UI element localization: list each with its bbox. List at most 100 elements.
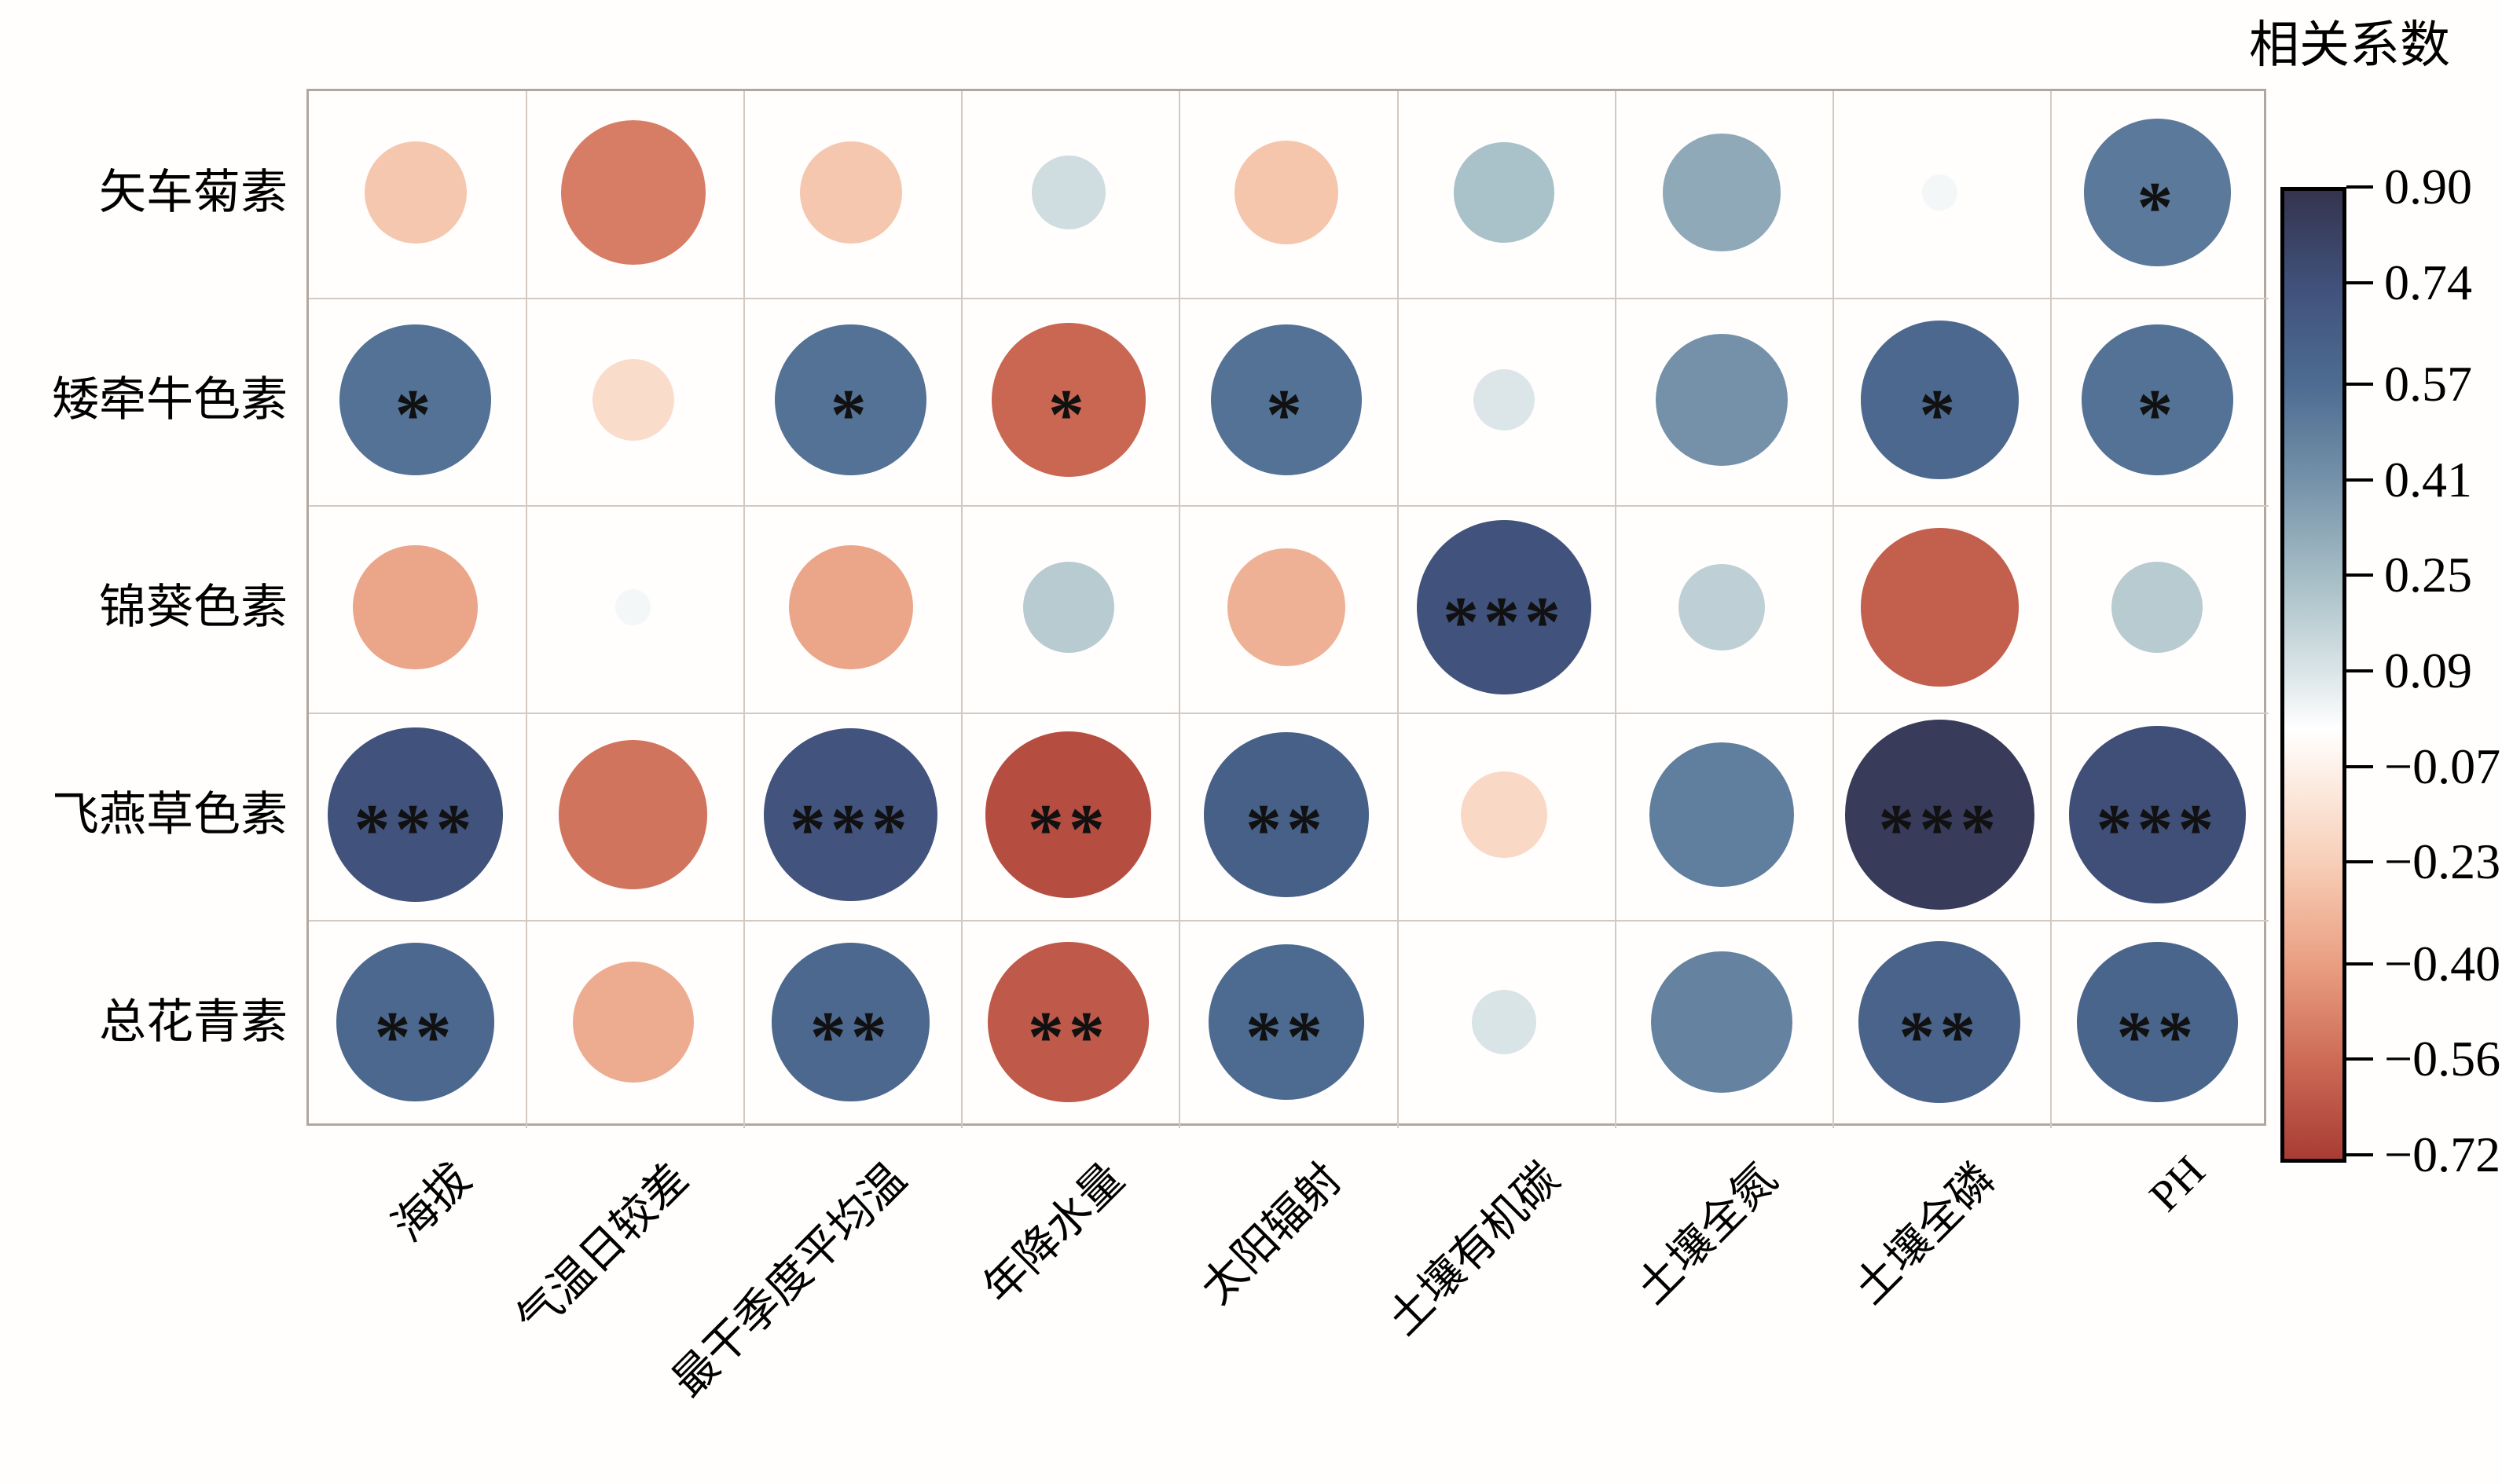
colorbar-tick bbox=[2346, 962, 2373, 966]
correlation-circle bbox=[1454, 142, 1554, 243]
colorbar-tick-label: −0.23 bbox=[2384, 834, 2501, 890]
row-label: 总花青素 bbox=[99, 996, 288, 1048]
grid-vline bbox=[1396, 91, 1399, 1128]
colorbar-tick bbox=[2346, 382, 2373, 386]
correlation-circle bbox=[2081, 324, 2233, 476]
correlation-circle bbox=[353, 544, 478, 670]
correlation-circle bbox=[1663, 134, 1781, 251]
correlation-circle bbox=[558, 740, 708, 889]
correlation-circle bbox=[1022, 561, 1114, 654]
significance-stars: * bbox=[394, 374, 436, 455]
correlation-circle bbox=[775, 324, 927, 476]
significance-stars: *** bbox=[789, 789, 912, 870]
correlation-circle bbox=[1227, 548, 1345, 666]
significance-stars: * bbox=[830, 374, 871, 455]
significance-stars: ** bbox=[2116, 996, 2199, 1077]
correlation-circle bbox=[991, 322, 1146, 478]
correlation-circle bbox=[328, 727, 503, 903]
grid-vline bbox=[2049, 91, 2052, 1128]
colorbar-tick-label: 0.25 bbox=[2384, 547, 2472, 603]
grid-hline bbox=[309, 298, 2269, 299]
correlation-circle bbox=[1204, 732, 1369, 897]
correlation-circle bbox=[592, 358, 674, 441]
colorbar-tick-label: 0.57 bbox=[2384, 355, 2472, 412]
significance-stars: ** bbox=[1245, 789, 1327, 870]
grid-hline bbox=[309, 713, 2269, 714]
correlation-circle bbox=[2068, 726, 2246, 903]
row-label: 矮牵牛色素 bbox=[52, 374, 288, 426]
significance-stars: ** bbox=[1899, 996, 1981, 1077]
colorbar-tick-label: 0.41 bbox=[2384, 451, 2472, 507]
colorbar-tick-label: −0.07 bbox=[2384, 738, 2501, 794]
correlation-circle bbox=[1208, 944, 1364, 1100]
colorbar-tick-label: −0.40 bbox=[2384, 935, 2501, 991]
correlation-circle bbox=[572, 962, 694, 1083]
significance-stars: *** bbox=[354, 789, 477, 870]
grid-vline bbox=[961, 91, 963, 1128]
colorbar-tick bbox=[2346, 280, 2373, 284]
colorbar-title: 相关系数 bbox=[2249, 17, 2450, 73]
grid-hline bbox=[309, 505, 2269, 507]
correlation-circle bbox=[1860, 528, 2019, 687]
significance-stars: * bbox=[1265, 374, 1307, 455]
colorbar-tick-label: 0.74 bbox=[2384, 254, 2472, 310]
correlation-circle bbox=[364, 141, 467, 244]
correlation-circle bbox=[1921, 174, 1957, 211]
column-label-text: PH bbox=[2140, 1146, 2214, 1222]
significance-stars: ** bbox=[809, 996, 892, 1077]
correlation-circle bbox=[988, 941, 1150, 1103]
column-label-text: 土壤全氮 bbox=[1627, 1154, 1787, 1314]
correlation-circle bbox=[1858, 940, 2021, 1104]
correlation-circle bbox=[772, 943, 930, 1101]
correlation-circle bbox=[1651, 951, 1793, 1094]
colorbar bbox=[2280, 187, 2346, 1163]
correlation-circle bbox=[1460, 771, 1548, 859]
correlation-circle bbox=[788, 544, 913, 670]
colorbar-tick-label: −0.72 bbox=[2384, 1127, 2501, 1182]
correlation-circle bbox=[1210, 324, 1363, 476]
column-label-text: 海拔 bbox=[383, 1154, 480, 1251]
correlation-circle bbox=[1473, 368, 1535, 431]
correlation-circle bbox=[615, 589, 651, 625]
column-label-text: 太阳辐射 bbox=[1192, 1154, 1352, 1314]
correlation-circle bbox=[799, 141, 902, 244]
correlation-circle bbox=[336, 943, 495, 1101]
grid-hline bbox=[309, 920, 2269, 922]
significance-stars: ** bbox=[1027, 996, 1110, 1077]
significance-stars: ** bbox=[1245, 996, 1327, 1077]
significance-stars: *** bbox=[2096, 789, 2219, 870]
correlation-circle bbox=[2111, 561, 2203, 654]
column-label-text: 气温日较差 bbox=[508, 1154, 699, 1345]
correlation-circle bbox=[2076, 941, 2238, 1103]
column-label-text: 土壤全磷 bbox=[1845, 1154, 2005, 1314]
colorbar-tick bbox=[2346, 478, 2373, 482]
correlation-circle bbox=[985, 731, 1152, 898]
correlation-circle bbox=[1234, 140, 1339, 245]
colorbar-tick-label: 0.90 bbox=[2384, 159, 2472, 214]
grid-vline bbox=[1179, 91, 1181, 1128]
column-label-text: 年降水量 bbox=[974, 1154, 1134, 1314]
colorbar-tick-label: −0.56 bbox=[2384, 1031, 2501, 1087]
correlation-circle bbox=[1649, 742, 1795, 887]
grid-vline bbox=[1614, 91, 1616, 1128]
significance-stars: *** bbox=[1878, 789, 2001, 870]
significance-stars: * bbox=[1047, 374, 1089, 455]
grid-vline bbox=[743, 91, 746, 1128]
colorbar-tick bbox=[2346, 1057, 2373, 1061]
correlation-circle bbox=[764, 727, 938, 902]
significance-stars: *** bbox=[1443, 581, 1566, 662]
colorbar-tick bbox=[2346, 669, 2373, 672]
grid-vline bbox=[1832, 91, 1834, 1128]
significance-stars: ** bbox=[1027, 789, 1110, 870]
significance-stars: * bbox=[1919, 374, 1961, 455]
correlation-circle bbox=[1416, 519, 1592, 695]
grid-vline bbox=[526, 91, 528, 1128]
correlation-circle bbox=[339, 324, 491, 476]
significance-stars: * bbox=[2137, 374, 2178, 455]
column-label-text: 土壤有机碳 bbox=[1378, 1154, 1569, 1345]
colorbar-tick bbox=[2346, 573, 2373, 577]
row-label: 矢车菊素 bbox=[99, 167, 288, 218]
row-label: 锦葵色素 bbox=[99, 581, 288, 633]
correlation-circle bbox=[1471, 989, 1537, 1055]
